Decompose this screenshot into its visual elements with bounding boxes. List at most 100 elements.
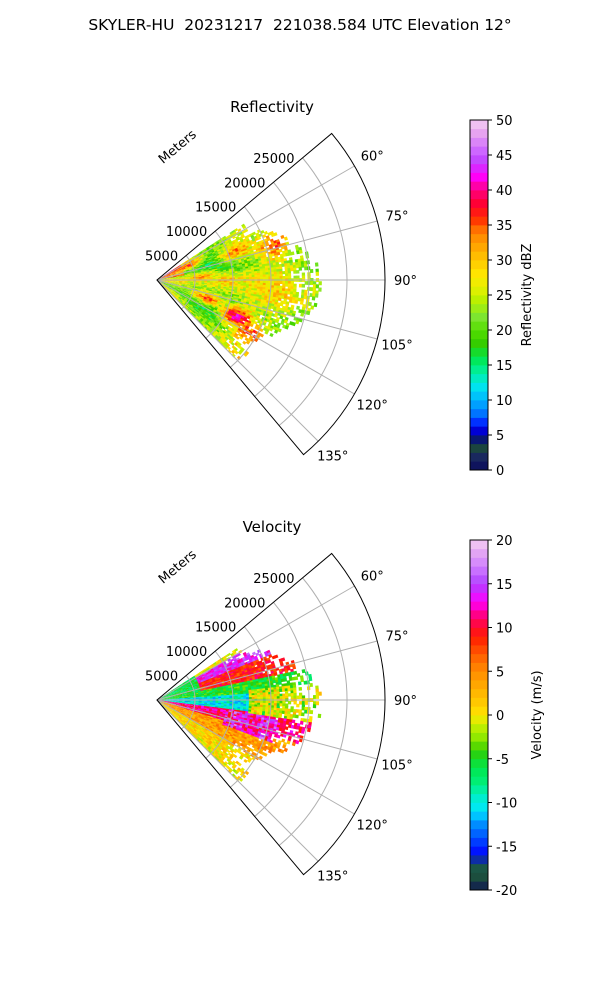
vel-gate (161, 703, 165, 706)
refl-gate (201, 254, 205, 258)
refl-gate (176, 282, 180, 284)
refl-gate (230, 341, 235, 346)
refl-gate (184, 282, 188, 285)
refl-gate (172, 286, 176, 289)
vel-gate (163, 704, 167, 708)
vel-gate (167, 702, 172, 703)
vel-gate (169, 692, 173, 695)
refl-gate (210, 248, 214, 251)
vel-gate (167, 704, 171, 706)
refl-gate (167, 275, 171, 277)
colorbar-tick-label: 35 (496, 219, 513, 234)
vel-gate (170, 697, 175, 699)
refl-gate (206, 247, 211, 251)
refl-gate (191, 303, 195, 307)
vel-gate (164, 695, 168, 697)
refl-gate (200, 309, 204, 313)
vel-gate (168, 701, 172, 703)
refl-gate (167, 274, 171, 276)
refl-gate (239, 318, 244, 323)
refl-gate (167, 281, 172, 283)
refl-gate (175, 286, 179, 289)
refl-gate (187, 273, 191, 276)
refl-gate (181, 298, 185, 301)
refl-gate (203, 297, 208, 300)
refl-gate (239, 237, 244, 242)
refl-gate (163, 285, 166, 288)
refl-gate (167, 283, 171, 286)
refl-gate (176, 268, 181, 271)
refl-gate (215, 303, 220, 307)
refl-gate (219, 255, 224, 258)
refl-gate (271, 276, 275, 280)
refl-gate (193, 299, 197, 303)
refl-gate (189, 273, 194, 276)
refl-gate (169, 272, 173, 275)
refl-gate (177, 293, 181, 297)
refl-gate (175, 271, 179, 274)
refl-gate (195, 278, 200, 280)
refl-gate (193, 293, 197, 296)
refl-gate (212, 296, 217, 299)
refl-gate (172, 295, 176, 298)
refl-gate (275, 319, 280, 324)
vel-gate (164, 694, 168, 697)
refl-gate (170, 273, 174, 276)
refl-gate (205, 250, 209, 254)
refl-gate (205, 258, 210, 261)
refl-gate (282, 280, 286, 285)
refl-gate (170, 289, 174, 293)
refl-gate (278, 248, 283, 253)
refl-gate (228, 308, 233, 312)
refl-gate (223, 276, 228, 279)
refl-gate (280, 234, 285, 240)
vel-gate (163, 705, 167, 708)
refl-gate (198, 286, 202, 289)
refl-gate (222, 301, 227, 305)
refl-gate (191, 297, 195, 300)
refl-gate (211, 258, 216, 261)
refl-gate (199, 257, 203, 261)
refl-gate (291, 299, 296, 304)
refl-gate (205, 291, 210, 294)
refl-gate (217, 257, 221, 260)
refl-gate (210, 302, 214, 306)
refl-gate (183, 269, 187, 272)
refl-gate (191, 297, 195, 301)
refl-gate (191, 296, 196, 299)
refl-gate (187, 274, 191, 276)
refl-gate (193, 265, 198, 268)
refl-gate (201, 294, 206, 298)
refl-gate (298, 266, 303, 271)
vel-gate (162, 698, 166, 700)
refl-gate (209, 303, 214, 307)
refl-gate (206, 296, 211, 299)
refl-gate (293, 283, 297, 288)
refl-gate (189, 305, 193, 309)
refl-gate (183, 268, 187, 271)
refl-gate (265, 282, 269, 286)
vel-gate (167, 697, 172, 699)
azimuth-spoke (156, 165, 355, 281)
refl-gate (210, 301, 215, 305)
refl-gate (310, 281, 314, 286)
refl-gate (178, 275, 183, 277)
refl-gate (169, 285, 173, 288)
refl-gate (200, 253, 205, 257)
vel-gate (164, 695, 168, 698)
refl-gate (217, 307, 222, 310)
refl-gate (197, 269, 202, 272)
refl-gate (169, 290, 173, 293)
vel-gate (164, 702, 168, 705)
vel-gate (164, 703, 168, 705)
refl-gate (197, 259, 201, 263)
refl-gate (285, 252, 290, 257)
refl-gate (220, 299, 225, 303)
refl-gate (163, 284, 167, 287)
refl-gate (188, 289, 193, 292)
vel-gate (167, 703, 171, 706)
reflectivity-azimuth-ticks: 60°75°90°105°120°135° (317, 150, 417, 465)
refl-gate (180, 270, 184, 273)
